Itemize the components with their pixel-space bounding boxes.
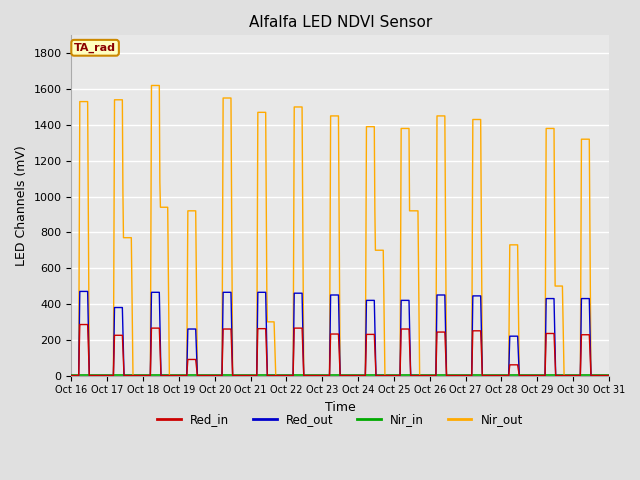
Legend: Red_in, Red_out, Nir_in, Nir_out: Red_in, Red_out, Nir_in, Nir_out: [152, 408, 528, 431]
Y-axis label: LED Channels (mV): LED Channels (mV): [15, 145, 28, 266]
Text: TA_rad: TA_rad: [74, 43, 116, 53]
Title: Alfalfa LED NDVI Sensor: Alfalfa LED NDVI Sensor: [248, 15, 432, 30]
X-axis label: Time: Time: [324, 401, 355, 414]
